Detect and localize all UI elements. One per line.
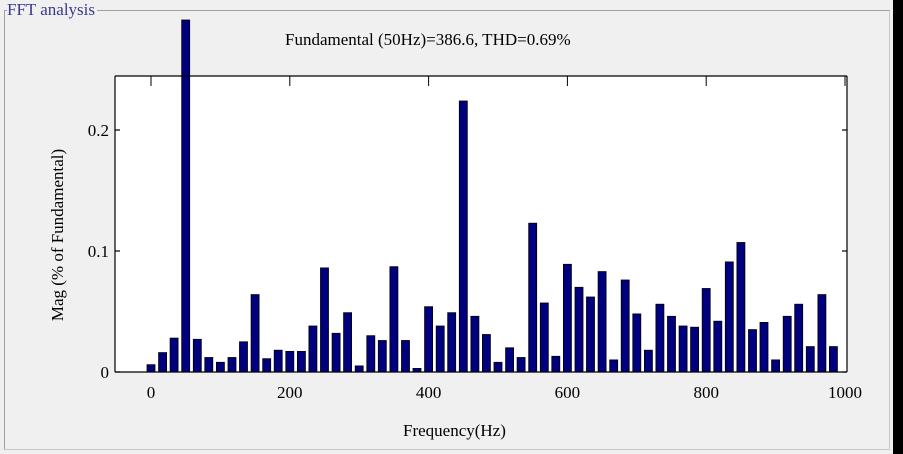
- x-tick-label: 0: [147, 383, 156, 402]
- bar: [377, 340, 387, 373]
- y-axis-label: Mag (% of Fundamental): [48, 148, 67, 322]
- bar: [516, 357, 526, 373]
- bar: [620, 279, 630, 373]
- x-axis-label: Frequency(Hz): [403, 421, 506, 440]
- bar: [320, 267, 329, 373]
- bar: [227, 357, 237, 373]
- y-tick-label: 0.2: [88, 121, 109, 140]
- bar: [574, 286, 584, 373]
- bar: [158, 352, 168, 373]
- bar: [724, 261, 734, 373]
- bar: [343, 312, 353, 373]
- bar: [262, 358, 272, 373]
- panel-frame: [4, 10, 890, 450]
- bar: [667, 315, 676, 373]
- bar: [539, 302, 549, 373]
- bar: [678, 325, 688, 373]
- bar: [551, 355, 561, 373]
- y-tick-label: 0: [101, 363, 110, 382]
- bar: [296, 350, 306, 373]
- x-tick-label: 800: [693, 383, 719, 402]
- bar: [771, 359, 780, 373]
- bar: [690, 326, 699, 373]
- bar: [563, 263, 572, 373]
- x-tick-label: 400: [416, 383, 442, 402]
- bar: [481, 334, 491, 373]
- bar: [794, 303, 804, 373]
- bar: [204, 357, 214, 373]
- bar: [435, 325, 445, 373]
- bar: [817, 294, 827, 373]
- bar: [331, 332, 341, 373]
- bar: [586, 296, 595, 373]
- bar: [146, 364, 156, 373]
- bar: [308, 325, 318, 373]
- bar: [401, 340, 410, 373]
- x-tick-label: 600: [555, 383, 581, 402]
- bar: [424, 306, 434, 373]
- bar: [250, 294, 260, 373]
- bar: [192, 338, 202, 373]
- bar: [181, 19, 191, 373]
- x-tick-label: 200: [277, 383, 303, 402]
- bar: [759, 321, 769, 373]
- bar: [644, 349, 653, 373]
- bar: [285, 350, 295, 373]
- bar: [458, 100, 468, 373]
- bar: [169, 337, 179, 373]
- bar: [528, 222, 538, 373]
- bar: [470, 315, 480, 373]
- bar: [805, 346, 815, 373]
- bar: [597, 271, 607, 373]
- bar: [447, 312, 457, 373]
- bar: [713, 320, 723, 373]
- y-tick-label: 0.1: [88, 242, 109, 261]
- panel-title: FFT analysis: [7, 0, 98, 19]
- bar: [389, 266, 399, 373]
- bar: [829, 346, 838, 373]
- bar: [493, 361, 503, 373]
- bar: [782, 315, 792, 373]
- bar: [505, 347, 515, 373]
- bar: [239, 341, 248, 373]
- bar: [748, 329, 757, 373]
- bar: [632, 313, 642, 373]
- bar: [609, 359, 619, 373]
- bar: [366, 335, 376, 373]
- bar: [655, 303, 665, 373]
- x-tick-label: 1000: [828, 383, 862, 402]
- bar: [736, 242, 746, 373]
- bar: [701, 288, 711, 373]
- chart-title: Fundamental (50Hz)=386.6, THD=0.69%: [285, 30, 571, 49]
- bar: [273, 349, 283, 373]
- bar: [354, 365, 364, 373]
- bar: [215, 361, 225, 373]
